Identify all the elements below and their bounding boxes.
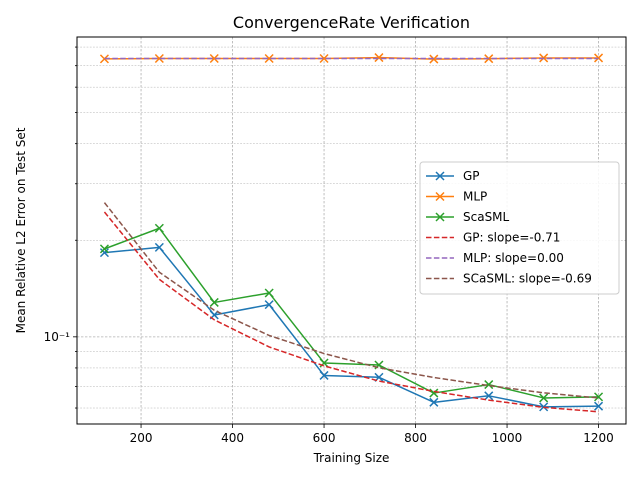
marker-stroke [154,242,164,252]
legend-item-scasml-slope-0-69: SCaSML: slope=-0.69 [426,272,592,286]
legend-marker [435,171,445,181]
marker-stroke [209,297,219,307]
data-point-scasml [539,393,549,403]
series-line-gp-slope-0-71 [103,211,599,413]
marker-stroke [374,53,384,63]
data-point-mlp [374,53,384,63]
legend-label: SCaSML: slope=-0.69 [463,272,592,286]
marker-stroke [154,223,164,233]
marker-stroke [319,370,329,380]
marker-stroke [99,248,109,258]
data-point-scasml [154,223,164,233]
chart-title: ConvergenceRate Verification [233,13,470,32]
marker-stroke [264,300,274,310]
data-point-scasml [264,288,274,298]
legend-item-gp: GP [426,169,480,183]
series-lines [99,53,604,413]
legend-label: MLP [463,190,487,204]
legend-item-mlp-slope-0-00: MLP: slope=0.00 [426,251,564,265]
data-point-gp [264,300,274,310]
data-point-gp [99,248,109,258]
marker-stroke [435,171,445,181]
legend-item-mlp: MLP [426,190,487,204]
legend-label: MLP: slope=0.00 [463,251,564,265]
marker-stroke [539,393,549,403]
data-point-mlp [209,53,219,64]
marker-stroke [319,53,329,64]
series-line-scasml [104,227,599,399]
series-line-gp [104,246,599,408]
marker-stroke [435,191,445,202]
x-axis-label: Training Size [313,451,390,465]
series-gp-slope-0-71 [103,211,599,413]
series-line-scasml-slope-0-69 [103,202,599,399]
marker-stroke [264,288,274,298]
legend-marker [435,212,445,222]
data-point-mlp [319,53,329,64]
data-point-mlp [264,53,274,64]
legend: GP MLP ScaSML GP: slope=-0.71 MLP: slope=0.0… [419,161,620,295]
axis-ticks: 200 400 600 800 1000 1200 10⁻¹ [44,46,614,445]
marker-stroke [99,244,109,254]
marker-stroke [594,392,604,402]
data-point-gp [484,391,494,401]
data-point-gp [319,370,329,380]
marker-stroke [435,212,445,222]
x-tick-label: 400 [221,431,244,445]
legend-label: GP: slope=-0.71 [463,231,560,245]
legend-item-gp-slope-0-71: GP: slope=-0.71 [426,231,560,245]
legend-label: GP [463,169,480,183]
marker-stroke [429,397,439,407]
legend-marker [435,191,445,202]
data-point-gp [594,401,604,411]
data-point-gp [429,397,439,407]
marker-stroke [264,53,274,64]
marker-stroke [484,380,494,390]
series-scasml-slope-0-69 [103,202,599,399]
data-point-scasml [594,392,604,402]
data-point-scasml [209,297,219,307]
y-axis-label: Mean Relative L2 Error on Test Set [14,127,28,333]
legend-item-scasml: ScaSML [426,210,510,224]
legend-label: ScaSML [463,210,510,224]
data-point-scasml [484,380,494,390]
marker-stroke [154,53,164,64]
data-point-scasml [99,244,109,254]
data-point-gp [154,242,164,252]
marker-stroke [429,388,439,398]
marker-stroke [484,391,494,401]
x-tick-label: 1200 [583,431,614,445]
plot-frame [76,36,627,425]
y-tick-label: 10⁻¹ [44,330,71,344]
x-tick-label: 800 [404,431,427,445]
x-tick-label: 200 [130,431,153,445]
data-point-mlp [154,53,164,64]
marker-stroke [594,401,604,411]
x-tick-label: 1000 [492,431,523,445]
x-tick-label: 600 [313,431,336,445]
legend-box [419,161,620,295]
marker-stroke [209,53,219,64]
